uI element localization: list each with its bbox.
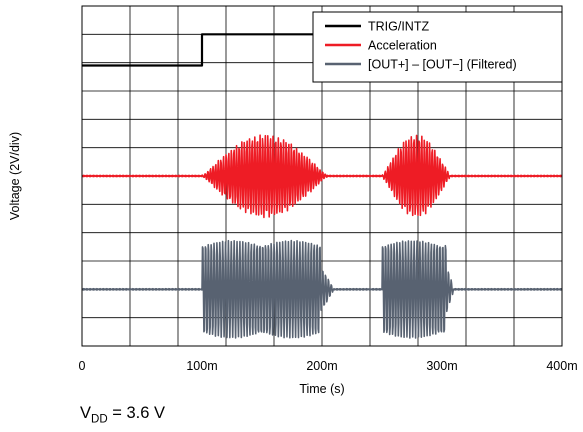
legend-label-output: [OUT+] – [OUT−] (Filtered) (368, 58, 517, 72)
note-prefix: V (80, 404, 92, 422)
x-axis-label: Time (s) (299, 382, 344, 396)
supply-voltage-note: VDD = 3.6 V (80, 404, 165, 425)
legend-label-trig: TRIG/INTZ (368, 20, 429, 34)
series-line-out (81, 239, 563, 339)
series-line-accel (81, 134, 563, 219)
y-axis-label: Voltage (2V/div) (8, 132, 22, 220)
note-suffix: = 3.6 V (107, 404, 165, 422)
note-subscript: DD (91, 413, 108, 426)
legend-label-acceleration: Acceleration (368, 39, 437, 53)
legend-box (312, 11, 563, 83)
x-tick-label: 100m (186, 359, 217, 373)
x-tick-label: 300m (426, 359, 457, 373)
x-tick-label: 400m (546, 359, 577, 373)
legend: TRIG/INTZ Acceleration [OUT+] – [OUT−] (… (312, 11, 563, 83)
x-tick-label: 0 (79, 359, 86, 373)
x-tick-labels: 0 100m 200m 300m 400m (79, 359, 578, 373)
x-tick-label: 200m (306, 359, 337, 373)
plot-frame (81, 5, 563, 347)
